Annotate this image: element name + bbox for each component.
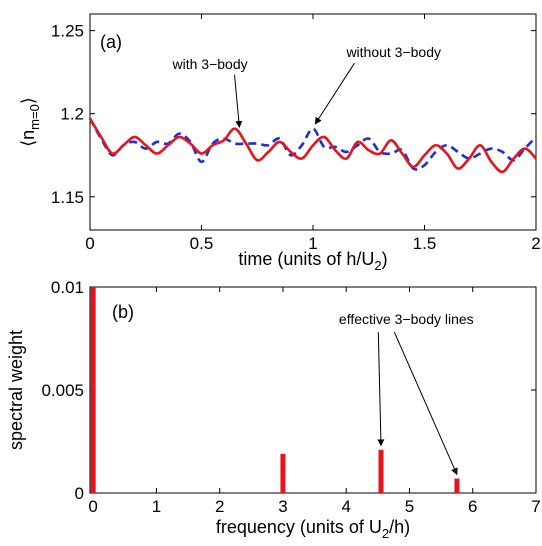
x-tick-label: 0 (85, 234, 94, 253)
x-tick-label: 1.5 (413, 234, 437, 253)
annotation-arrow (314, 62, 355, 125)
y-tick-label: 1.25 (51, 22, 84, 41)
panel-b-label: (b) (112, 302, 134, 322)
panel-b-spectrum: 0 1 2 3 4 5 6 7 0 0.005 0.01 effective 3−body line… (6, 278, 541, 541)
annotation-arrow (393, 331, 458, 476)
panel-b-x-axis-title: frequency (units of U2/h) (216, 517, 410, 541)
spectral-line-bar (90, 287, 96, 493)
spectral-line-bar (378, 449, 384, 493)
y-tick-label: 1.15 (51, 188, 84, 207)
x-tick-label: 2 (215, 497, 224, 516)
x-tick-label: 6 (468, 497, 477, 516)
spectral-line-bar (454, 478, 460, 493)
y-tick-label: 1.2 (60, 105, 84, 124)
x-tick-label: 0 (88, 497, 97, 516)
y-tick-label: 0.005 (41, 381, 84, 400)
panel-a-annotations: with 3−body without 3−body (172, 44, 441, 129)
annotation-text: without 3−body (345, 44, 441, 60)
spectral-line-bar (280, 453, 286, 493)
panel-a-ticks: 0 0.5 1 1.5 2 1.15 1.2 1.25 (51, 14, 541, 253)
panel-a-x-axis-title: time (units of h/U2) (238, 249, 387, 273)
panel-a-axes-box (89, 13, 537, 231)
y-tick-label: 0.01 (51, 278, 84, 297)
annotation-text: with 3−body (172, 56, 248, 72)
panel-b-y-axis-title: spectral weight (6, 330, 26, 450)
panel-a-label: (a) (100, 32, 122, 52)
series-with-3-body-line (88, 118, 537, 174)
annotation-arrow (377, 332, 385, 447)
panel-a-time-series: 0 0.5 1 1.5 2 1.15 1.2 1.25 with 3−body without … (18, 13, 541, 273)
x-tick-label: 5 (405, 497, 414, 516)
panel-a-y-axis-title: ⟨nm=0⟩ (18, 97, 42, 147)
x-tick-label: 3 (278, 497, 287, 516)
panel-b-bars (90, 287, 460, 493)
y-tick-label: 0 (75, 484, 84, 503)
series-without-3-body-line (88, 118, 537, 171)
x-tick-label: 1 (308, 234, 317, 253)
panel-a-series (88, 118, 537, 174)
annotation-arrow (234, 74, 243, 129)
x-tick-label: 0.5 (190, 234, 214, 253)
x-tick-label: 1 (152, 497, 161, 516)
x-tick-label: 7 (531, 497, 540, 516)
x-tick-label: 2 (531, 234, 540, 253)
annotation-text: effective 3−body lines (339, 311, 474, 327)
panel-b-ticks: 0 1 2 3 4 5 6 7 0 0.005 0.01 (41, 278, 540, 516)
panel-b-axes-box (89, 286, 537, 494)
panel-b-annotations: effective 3−body lines (339, 311, 474, 476)
x-tick-label: 4 (341, 497, 350, 516)
